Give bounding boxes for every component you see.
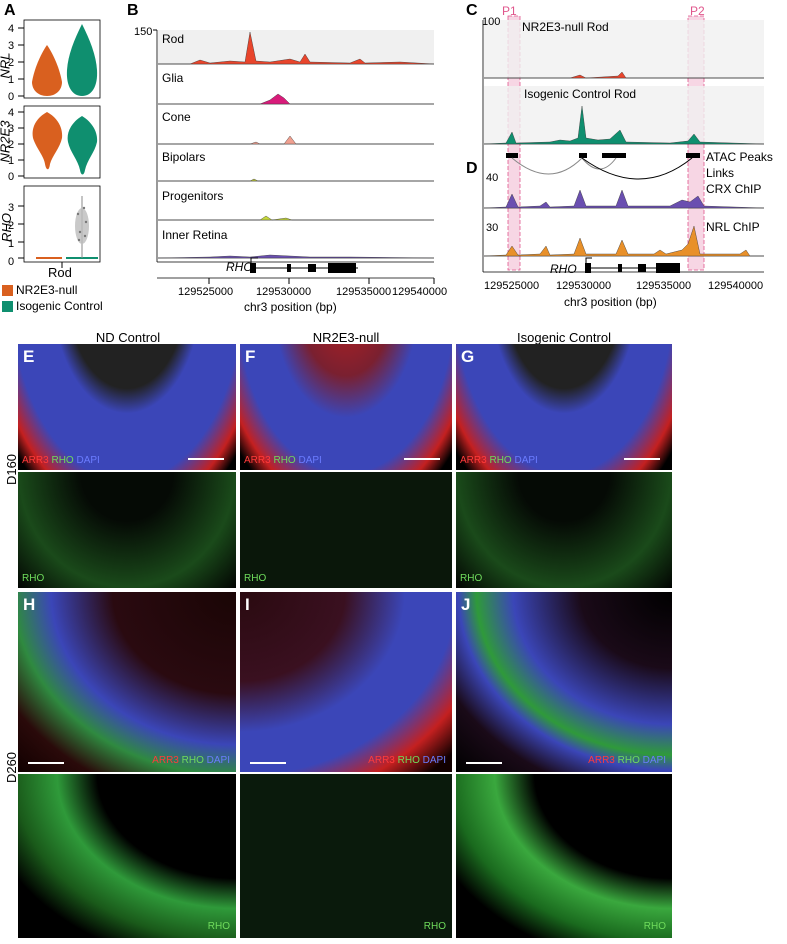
xtick-d-2: 129535000 — [636, 280, 692, 292]
image-f-d160-null-merge: F ARR3 RHO DAPI — [240, 344, 452, 470]
xtick-d-1: 129530000 — [556, 280, 612, 292]
panel-label-g: G — [461, 347, 475, 366]
scale-bar — [466, 762, 502, 764]
scale-bar — [250, 762, 286, 764]
stain-caption-j-rho: RHO — [643, 921, 666, 932]
stain-caption-h-rho: RHO — [207, 921, 230, 932]
image-j-d260-isogenic-merge: J ARR3 RHO DAPI — [456, 592, 672, 772]
legend-swatch-null — [2, 284, 13, 296]
image-g-d160-isogenic-rho: RHO — [456, 472, 672, 588]
legend-item-null: NR2E3-null — [2, 283, 103, 297]
image-h-d260-nd-control-merge: H ARR3 RHO DAPI — [18, 592, 236, 772]
coverage-tracks — [153, 29, 435, 284]
image-e-d160-nd-control-rho: RHO — [18, 472, 236, 588]
xlabel-b: chr3 position (bp) — [244, 300, 337, 314]
stain-caption-h: ARR3 RHO DAPI — [152, 755, 230, 766]
gene-model-label-d: RHO — [550, 262, 577, 276]
panel-label-d: D — [466, 160, 478, 177]
scale-bar — [624, 458, 660, 460]
image-i-d260-null-merge: I ARR3 RHO DAPI — [240, 592, 452, 772]
links-label: Links — [706, 166, 735, 180]
track-label-null-rod: NR2E3-null Rod — [522, 20, 609, 34]
image-h-d260-nd-control-rho: RHO — [18, 774, 236, 938]
panel-label-b: B — [127, 2, 139, 19]
stain-caption-i: ARR3 RHO DAPI — [368, 755, 446, 766]
xtick-d-3: 129540000 — [708, 280, 764, 292]
column-title-nd-control: ND Control — [95, 330, 161, 345]
track-label-cone: Cone — [162, 110, 191, 124]
crx-ymax: 40 — [486, 172, 499, 184]
image-g-d160-isogenic-merge: G ARR3 RHO DAPI — [456, 344, 672, 470]
scale-bar — [188, 458, 224, 460]
atac-peaks-label: ATAC Peaks — [706, 150, 773, 164]
violin-xlabel: Rod — [48, 265, 72, 280]
scale-bar — [28, 762, 64, 764]
xlabel-d: chr3 position (bp) — [564, 295, 657, 309]
crx-chip-label: CRX ChIP — [706, 182, 762, 196]
stain-caption-g-rho: RHO — [460, 573, 483, 584]
nrl-chip-label: NRL ChIP — [706, 220, 760, 234]
legend-item-control: Isogenic Control — [2, 299, 103, 313]
stain-caption-e-rho: RHO — [22, 573, 45, 584]
image-e-d160-nd-control-merge: E ARR3 RHO DAPI — [18, 344, 236, 470]
coverage-ymax: 150 — [134, 26, 153, 38]
stain-caption-e: ARR3 RHO DAPI — [22, 455, 100, 466]
track-label-inner-retina: Inner Retina — [162, 228, 228, 242]
row-label-d260: D260 — [4, 751, 20, 784]
nrl-ymax: 30 — [486, 222, 499, 234]
panel-label-c: C — [466, 2, 478, 19]
panel-label-f: F — [245, 347, 256, 366]
c-ymax: 100 — [482, 16, 501, 28]
panel-label-j: J — [461, 595, 471, 614]
violin-plot — [18, 19, 101, 268]
stain-caption-f-rho: RHO — [244, 573, 267, 584]
stain-caption-j: ARR3 RHO DAPI — [588, 755, 666, 766]
column-title-isogenic-control: Isogenic Control — [517, 330, 611, 345]
xtick-b-2: 129535000 — [336, 286, 392, 298]
peak-tracks — [482, 15, 765, 273]
track-label-control-rod: Isogenic Control Rod — [524, 87, 637, 101]
panel-label-e: E — [23, 347, 35, 366]
scale-bar — [404, 458, 440, 460]
stain-caption-f: ARR3 RHO DAPI — [244, 455, 322, 466]
panel-label-a: A — [4, 2, 16, 19]
panel-label-i: I — [245, 595, 250, 614]
image-i-d260-null-rho: RHO — [240, 774, 452, 938]
image-f-d160-null-rho: RHO — [240, 472, 452, 588]
track-label-bipolars: Bipolars — [162, 150, 206, 164]
gene-model-label-b: RHO — [226, 260, 253, 274]
legend-swatch-control — [2, 300, 13, 312]
row-label-d160: D160 — [4, 453, 20, 486]
peak-label-p1: P1 — [502, 4, 517, 18]
track-label-glia: Glia — [162, 71, 184, 85]
violin-legend: NR2E3-null Isogenic Control — [2, 283, 103, 313]
image-j-d260-isogenic-rho: RHO — [456, 774, 672, 938]
peak-label-p2: P2 — [690, 4, 705, 18]
xtick-b-3: 129540000 — [392, 286, 448, 298]
column-title-nr2e3-null: NR2E3-null — [312, 330, 380, 345]
panel-label-h: H — [23, 595, 36, 614]
stain-caption-i-rho: RHO — [423, 921, 446, 932]
track-label-rod: Rod — [162, 32, 185, 46]
xtick-b-1: 129530000 — [256, 286, 312, 298]
track-label-progenitors: Progenitors — [162, 189, 224, 203]
xtick-d-0: 129525000 — [484, 280, 540, 292]
stain-caption-g: ARR3 RHO DAPI — [460, 455, 538, 466]
xtick-b-0: 129525000 — [178, 286, 234, 298]
